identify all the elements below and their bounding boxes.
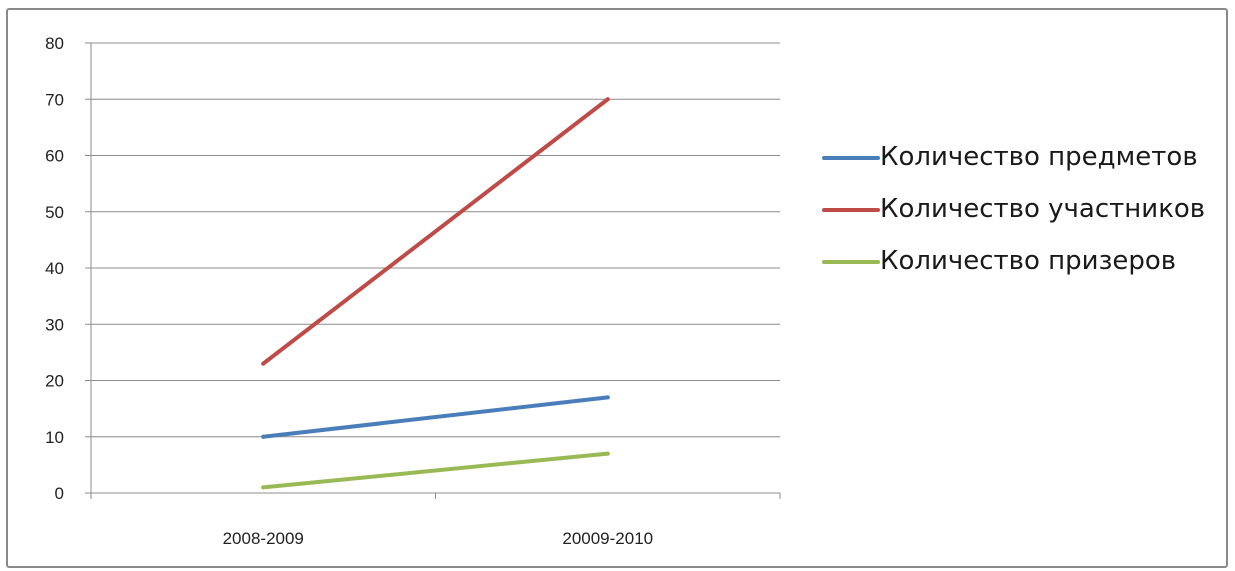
x-tick-label: 20009-2010 [562,529,653,548]
legend-swatch-participants [822,208,880,212]
y-tick-label: 80 [45,34,64,53]
x-tick-label: 2008-2009 [223,529,304,548]
grid-lines [91,42,780,438]
series-line-2 [261,451,610,490]
data-point [605,395,610,400]
y-tick-label: 0 [55,484,64,503]
data-point [261,485,266,490]
y-tick-label: 60 [45,147,64,166]
data-point [605,451,610,456]
legend-swatch-winners [822,260,880,264]
legend-item-subjects: Количество предметов [822,140,1222,174]
x-axis: 2008-2009 20009-2010 [90,492,781,548]
y-tick-label: 20 [45,372,64,391]
legend-label-subjects: Количество предметов [880,142,1198,172]
legend-item-participants: Количество участников [822,192,1222,226]
series-lines [261,97,610,490]
data-point [261,361,266,366]
legend-label-participants: Количество участников [880,194,1206,224]
y-axis: 0 10 20 30 40 50 60 70 80 [45,34,92,503]
data-point [261,434,266,439]
series-line-1 [261,97,610,366]
legend-label-winners: Количество призеров [880,246,1177,276]
series-line-0 [261,395,610,439]
legend: Количество предметов Количество участник… [822,140,1222,296]
y-tick-label: 70 [45,90,64,109]
data-point [605,97,610,102]
legend-item-winners: Количество призеров [822,244,1222,278]
legend-swatch-subjects [822,156,880,160]
y-tick-label: 50 [45,203,64,222]
y-tick-label: 40 [45,259,64,278]
y-tick-label: 10 [45,428,64,447]
chart-frame [6,8,1228,568]
y-tick-label: 30 [45,315,64,334]
